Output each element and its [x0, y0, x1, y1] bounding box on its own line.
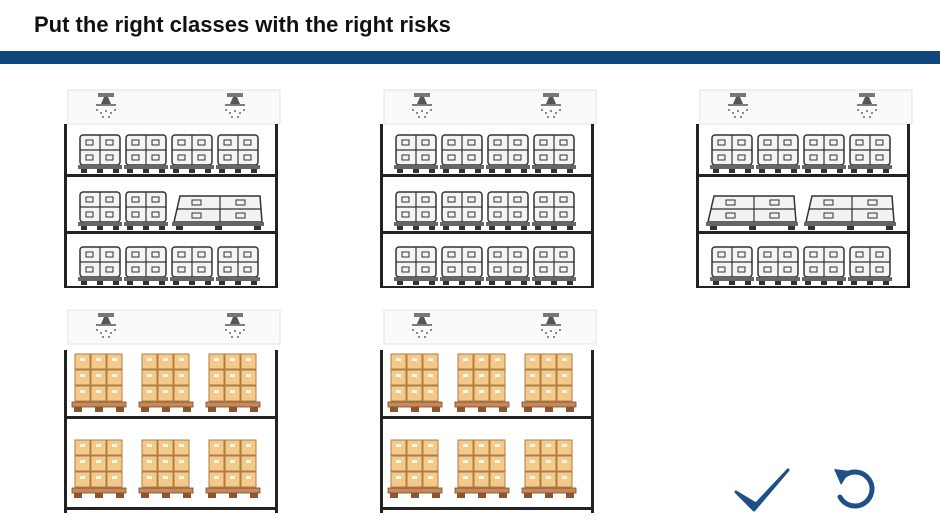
- gray-pallet: [440, 191, 484, 230]
- gray-pallet: [78, 134, 122, 173]
- cardboard-box-pallet: [387, 439, 443, 498]
- rack-b-drawing: [380, 89, 597, 288]
- gray-pallet: [78, 191, 122, 230]
- sprinkler-icon: [728, 93, 748, 118]
- gray-pallet: [710, 246, 754, 285]
- reset-button[interactable]: [830, 463, 878, 515]
- sprinkler-icon: [541, 313, 561, 338]
- reset-icon: [834, 469, 875, 509]
- rack-c-drawing: [696, 89, 913, 288]
- gray-pallet: [78, 246, 122, 285]
- cardboard-box-pallet: [71, 439, 127, 498]
- gray-pallet: [532, 134, 576, 173]
- gray-pallet: [802, 134, 846, 173]
- sprinkler-icon: [857, 93, 877, 118]
- sprinkler-icon: [96, 313, 116, 338]
- sprinkler-icon: [412, 313, 432, 338]
- cardboard-box-pallet: [454, 353, 510, 412]
- gray-pallet: [216, 134, 260, 173]
- gray-wide-crate: [706, 195, 798, 230]
- sprinkler-icon: [96, 93, 116, 118]
- sprinkler-icon: [412, 93, 432, 118]
- cardboard-box-pallet: [138, 353, 194, 412]
- gray-pallet: [124, 191, 168, 230]
- gray-pallet: [170, 134, 214, 173]
- cardboard-box-pallet: [205, 353, 261, 412]
- page-title: Put the right classes with the right ris…: [34, 12, 451, 37]
- gray-pallet: [394, 191, 438, 230]
- gray-wide-crate: [804, 195, 896, 230]
- rack-cardboard-e[interactable]: [376, 308, 601, 513]
- gray-pallet: [440, 134, 484, 173]
- gray-pallet: [710, 134, 754, 173]
- rack-e-drawing: [380, 309, 597, 513]
- cardboard-box-pallet: [454, 439, 510, 498]
- rack-gray-mixed-c[interactable]: [692, 88, 917, 288]
- rack-gray-uniform-b[interactable]: [376, 88, 601, 288]
- gray-pallet: [756, 246, 800, 285]
- cardboard-box-pallet: [71, 353, 127, 412]
- cardboard-box-pallet: [138, 439, 194, 498]
- cardboard-box-pallet: [387, 353, 443, 412]
- gray-pallet: [394, 246, 438, 285]
- gray-pallet: [216, 246, 260, 285]
- rack-cardboard-d[interactable]: [60, 308, 285, 513]
- rack-a-drawing: [64, 89, 281, 288]
- gray-pallet: [486, 134, 530, 173]
- gray-pallet: [532, 191, 576, 230]
- rack-d-drawing: [64, 309, 281, 513]
- gray-pallet: [394, 134, 438, 173]
- gray-pallet: [486, 191, 530, 230]
- gray-pallet: [124, 134, 168, 173]
- gray-pallet: [124, 246, 168, 285]
- rack-gray-mixed-a[interactable]: [60, 88, 285, 288]
- gray-pallet: [802, 246, 846, 285]
- gray-wide-crate: [172, 195, 264, 230]
- gray-pallet: [170, 246, 214, 285]
- gray-pallet: [532, 246, 576, 285]
- cardboard-box-pallet: [521, 439, 577, 498]
- sprinkler-icon: [541, 93, 561, 118]
- cardboard-box-pallet: [521, 353, 577, 412]
- check-icon: [734, 468, 790, 512]
- gray-pallet: [486, 246, 530, 285]
- gray-pallet: [848, 246, 892, 285]
- gray-pallet: [848, 134, 892, 173]
- check-button[interactable]: [732, 466, 792, 516]
- gray-pallet: [440, 246, 484, 285]
- gray-pallet: [756, 134, 800, 173]
- sprinkler-icon: [225, 313, 245, 338]
- cardboard-box-pallet: [205, 439, 261, 498]
- header-divider-bar: [0, 51, 940, 64]
- sprinkler-icon: [225, 93, 245, 118]
